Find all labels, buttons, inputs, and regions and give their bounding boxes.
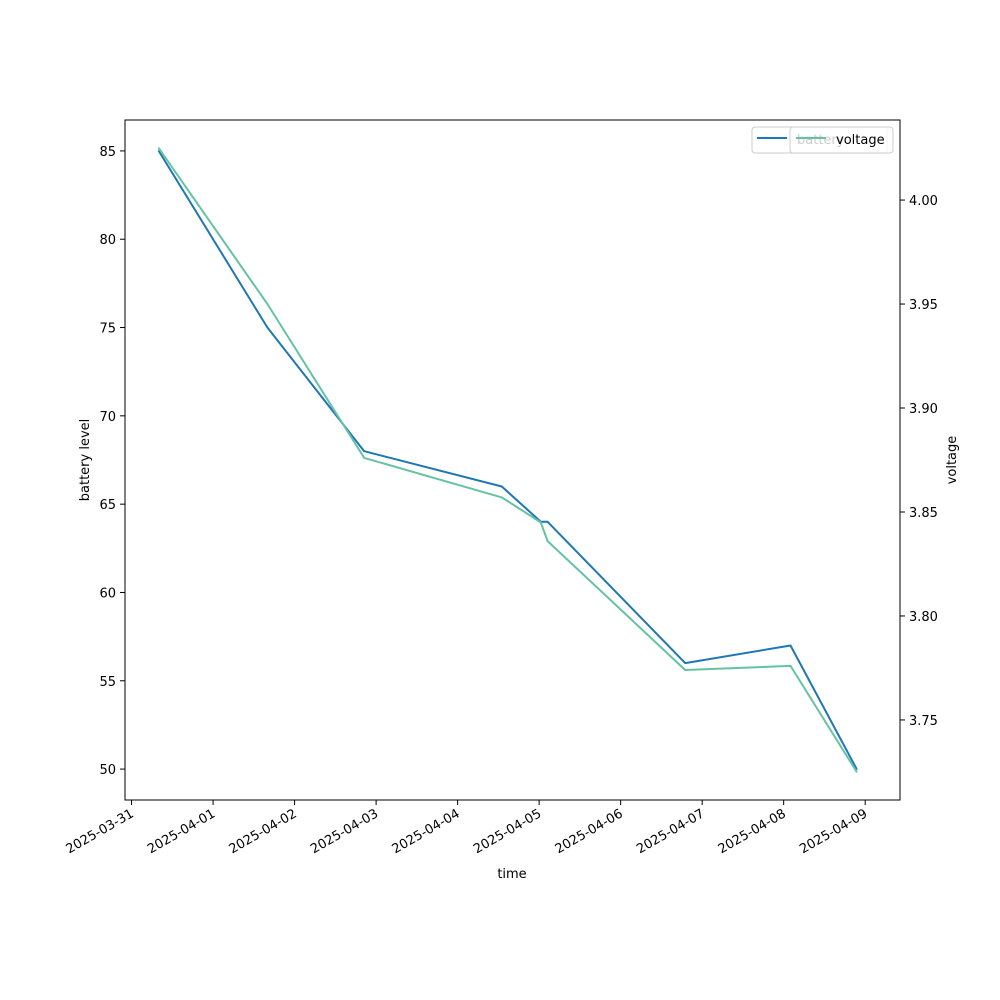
- y2-axis-label: voltage: [945, 436, 960, 485]
- data-point-battery: [500, 485, 503, 488]
- y-tick-label: 85: [99, 145, 116, 160]
- y2-tick-label: 3.85: [909, 506, 938, 521]
- legend-voltage-label: voltage: [836, 133, 885, 148]
- y2-tick-label: 4.00: [909, 194, 938, 209]
- y-tick-label: 65: [99, 498, 116, 513]
- y-axis-label: battery level: [78, 419, 93, 502]
- data-point-voltage: [789, 665, 792, 667]
- series-layer: [157, 147, 858, 773]
- data-point-battery: [266, 326, 269, 329]
- y2-tick-label: 3.90: [909, 402, 938, 417]
- data-point-voltage: [266, 303, 269, 305]
- y-ticks: 50 55 60 65 70 75 80 85: [99, 145, 125, 778]
- legend-voltage: voltage: [789, 126, 894, 154]
- data-point-battery: [363, 450, 366, 452]
- x-axis-label: time: [497, 867, 526, 882]
- data-point-voltage: [546, 540, 549, 542]
- data-point-voltage: [855, 771, 858, 773]
- y2-ticks: 3.75 3.80 3.85 3.90 3.95 4.00: [900, 194, 938, 729]
- y2-tick-label: 3.80: [909, 610, 938, 625]
- y-tick-label: 75: [99, 322, 116, 337]
- y-tick-label: 70: [99, 410, 116, 425]
- data-point-voltage: [363, 457, 366, 459]
- data-point-battery: [157, 150, 160, 152]
- y-tick-label: 55: [99, 675, 116, 690]
- y2-tick-label: 3.75: [909, 714, 938, 729]
- data-point-voltage: [684, 669, 686, 671]
- plot-frame: [124, 119, 901, 801]
- legend-voltage-frame: [789, 126, 894, 154]
- y-tick-label: 50: [99, 763, 116, 778]
- y-tick-label: 80: [99, 233, 116, 248]
- data-point-voltage: [500, 496, 503, 499]
- data-point-voltage: [540, 521, 542, 524]
- plot-area: [125, 120, 900, 800]
- y-tick-label: 60: [99, 586, 116, 601]
- y2-tick-label: 3.95: [909, 298, 938, 313]
- data-point-battery: [789, 644, 792, 647]
- axes-layer: [124, 119, 901, 801]
- data-point-battery: [684, 662, 686, 664]
- data-point-battery: [546, 521, 549, 523]
- data-point-voltage: [157, 147, 160, 149]
